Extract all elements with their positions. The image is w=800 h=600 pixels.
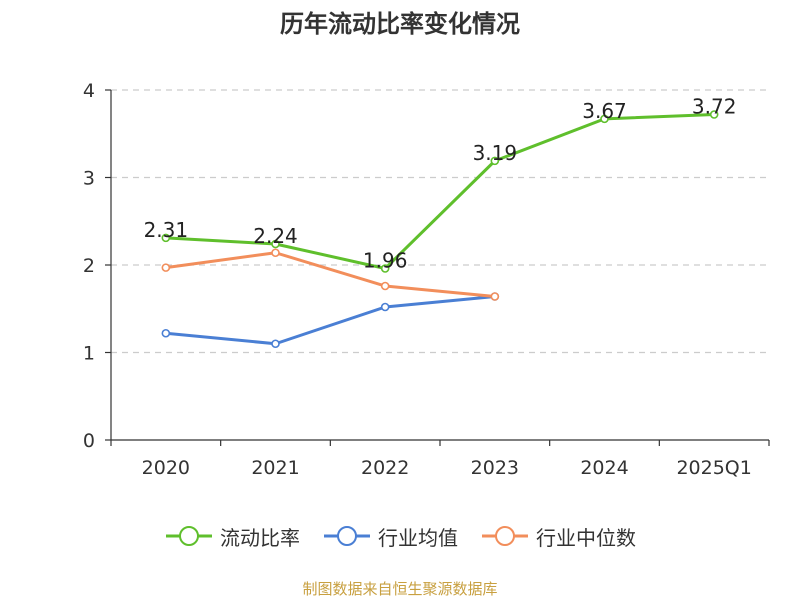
data-point xyxy=(380,302,390,312)
legend-circle xyxy=(179,526,199,546)
y-tick-label: 2 xyxy=(83,255,95,277)
data-point xyxy=(161,233,171,243)
legend-circle xyxy=(495,526,515,546)
legend-label: 行业中位数 xyxy=(536,525,636,550)
legend-item[interactable]: 流动比率 xyxy=(164,522,300,551)
legend-marker-icon xyxy=(166,526,212,546)
data-point xyxy=(709,110,719,119)
data-point xyxy=(161,263,171,272)
data-point xyxy=(380,281,390,291)
legend-marker-icon xyxy=(482,526,528,546)
legend: 流动比率 行业均值 行业中位数 xyxy=(0,520,800,552)
data-label: 3.72 xyxy=(692,95,737,119)
source-note: 制图数据来自恒生聚源数据库 xyxy=(302,580,498,598)
data-point xyxy=(161,328,171,338)
legend-circle xyxy=(337,526,357,546)
data-point xyxy=(271,239,280,249)
series-line xyxy=(165,251,495,298)
data-labels: 2.31 2.24 1.96 3.19 3.67 3.72 xyxy=(144,95,737,273)
x-tick-label: 2024 xyxy=(580,457,628,479)
series-line xyxy=(165,295,495,346)
x-tick-label: 2025Q1 xyxy=(676,457,751,479)
data-point xyxy=(271,339,280,349)
series-2 xyxy=(161,248,500,301)
series-1 xyxy=(161,292,500,349)
axes: 0 1 2 3 4 2020 2021 2022 2023 2024 2025Q1 xyxy=(83,80,770,479)
data-label: 3.19 xyxy=(473,141,518,165)
data-label: 2.24 xyxy=(253,224,298,248)
chart-title: 历年流动比率变化情况 xyxy=(280,10,520,38)
x-tick-label: 2021 xyxy=(251,457,299,479)
data-point xyxy=(380,264,390,273)
data-point xyxy=(490,156,500,166)
data-label: 3.67 xyxy=(582,99,627,123)
data-point xyxy=(490,292,500,301)
legend-marker-icon xyxy=(324,526,370,546)
series-0 xyxy=(161,110,719,273)
line-chart: 0 1 2 3 4 2020 2021 2022 2023 2024 2025Q1 2.31 2.24… xyxy=(83,80,770,479)
y-tick-label: 3 xyxy=(83,168,95,190)
legend-label: 流动比率 xyxy=(220,525,300,550)
y-tick-label: 4 xyxy=(83,80,95,102)
series-line xyxy=(165,113,715,270)
y-tick-label: 0 xyxy=(83,430,95,452)
data-point xyxy=(271,248,280,258)
data-label: 1.96 xyxy=(363,249,408,273)
legend-item[interactable]: 行业中位数 xyxy=(480,522,636,551)
x-tick-label: 2023 xyxy=(471,457,519,479)
x-tick-label: 2020 xyxy=(142,457,190,479)
y-tick-label: 1 xyxy=(83,343,95,365)
data-label: 2.31 xyxy=(144,218,189,242)
data-point xyxy=(600,114,609,124)
x-tick-label: 2022 xyxy=(361,457,409,479)
grid-lines xyxy=(111,89,769,354)
legend-label: 行业均值 xyxy=(378,525,458,550)
series-lines xyxy=(161,110,719,349)
legend-item[interactable]: 行业均值 xyxy=(322,522,458,551)
